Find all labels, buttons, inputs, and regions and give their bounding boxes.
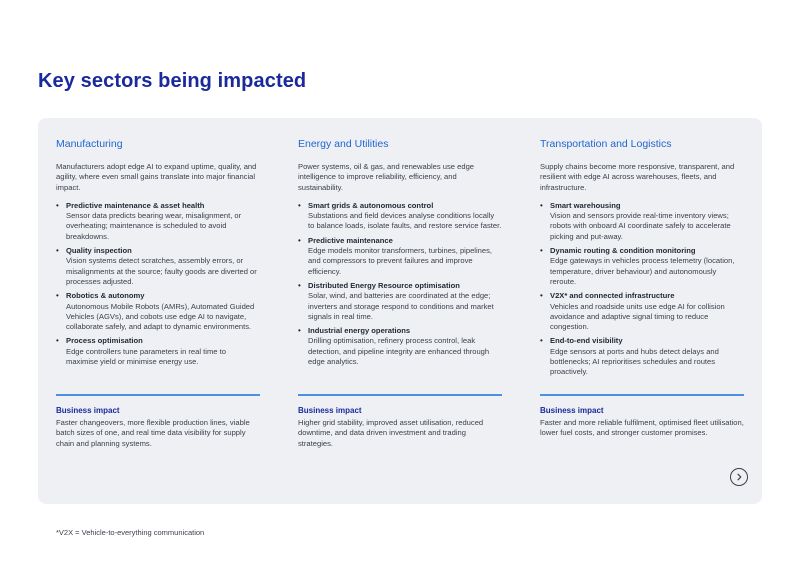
sector-column-energy: Energy and Utilities Power systems, oil … xyxy=(298,136,502,371)
use-case-title: Industrial energy operations xyxy=(308,326,411,336)
list-item: Smart grids & autonomous controlSubstati… xyxy=(298,201,502,232)
list-item: V2X* and connected infrastructureVehicle… xyxy=(540,291,744,332)
use-case-title: Distributed Energy Resource optimisation xyxy=(308,280,460,290)
use-case-description: Solar, wind, and batteries are coordinat… xyxy=(308,291,494,321)
use-case-title: Process optimisation xyxy=(66,336,143,346)
use-case-description: Vision and sensors provide real-time inv… xyxy=(550,211,731,241)
section-divider xyxy=(540,394,744,396)
section-divider xyxy=(56,394,260,396)
list-item: Dynamic routing & condition monitoringEd… xyxy=(540,246,744,287)
sector-intro: Manufacturers adopt edge AI to expand up… xyxy=(56,162,257,192)
page-title: Key sectors being impacted xyxy=(38,70,307,92)
use-case-title: Smart warehousing xyxy=(550,200,621,210)
use-case-list: Smart grids & autonomous controlSubstati… xyxy=(298,201,502,367)
chevron-right-icon xyxy=(737,473,742,481)
footnote: *V2X = Vehicle-to-everything communicati… xyxy=(56,528,205,537)
use-case-title: Robotics & autonomy xyxy=(66,291,145,301)
sector-column-transportation: Transportation and Logistics Supply chai… xyxy=(540,136,744,382)
sector-heading: Manufacturing xyxy=(56,138,123,150)
use-case-title: Smart grids & autonomous control xyxy=(308,200,434,210)
list-item: Distributed Energy Resource optimisation… xyxy=(298,281,502,322)
use-case-list: Predictive maintenance & asset healthSen… xyxy=(56,201,260,367)
sector-intro: Power systems, oil & gas, and renewables… xyxy=(298,162,475,192)
use-case-description: Substations and field devices analyse co… xyxy=(308,211,502,231)
sector-column-manufacturing: Manufacturing Manufacturers adopt edge A… xyxy=(56,136,260,371)
business-impact-label: Business impact xyxy=(56,406,120,415)
list-item: Predictive maintenance & asset healthSen… xyxy=(56,201,260,242)
sectors-panel: Manufacturing Manufacturers adopt edge A… xyxy=(38,118,762,504)
sector-heading: Transportation and Logistics xyxy=(540,138,672,150)
business-impact-label: Business impact xyxy=(540,406,604,415)
business-impact-text: Higher grid stability, improved asset ut… xyxy=(298,418,484,448)
use-case-description: Edge gateways in vehicles process teleme… xyxy=(550,256,735,286)
business-impact-energy: Business impact Higher grid stability, i… xyxy=(298,406,502,449)
use-case-title: Predictive maintenance xyxy=(308,235,393,245)
business-impact-text: Faster changeovers, more flexible produc… xyxy=(56,418,250,448)
section-divider xyxy=(298,394,502,396)
use-case-description: Edge controllers tune parameters in real… xyxy=(66,346,226,367)
use-case-description: Edge sensors at ports and hubs detect de… xyxy=(550,346,719,377)
sector-intro: Supply chains become more responsive, tr… xyxy=(540,162,735,192)
business-impact-transportation: Business impact Faster and more reliable… xyxy=(540,406,744,439)
use-case-title: Dynamic routing & condition monitoring xyxy=(550,246,696,256)
use-case-description: Edge models monitor transformers, turbin… xyxy=(308,246,493,276)
use-case-description: Drilling optimisation, refinery process … xyxy=(308,336,490,367)
use-case-description: Sensor data predicts bearing wear, misal… xyxy=(66,211,242,241)
business-impact-label: Business impact xyxy=(298,406,362,415)
use-case-title: Quality inspection xyxy=(66,246,132,256)
use-case-description: Autonomous Mobile Robots (AMRs), Automat… xyxy=(66,301,255,332)
use-case-title: V2X* and connected infrastructure xyxy=(550,291,675,301)
use-case-description: Vision systems detect scratches, assembl… xyxy=(66,256,257,286)
use-case-description: Vehicles and roadside units use edge AI … xyxy=(550,301,725,332)
sector-heading: Energy and Utilities xyxy=(298,138,389,150)
next-page-button[interactable] xyxy=(730,468,748,486)
business-impact-manufacturing: Business impact Faster changeovers, more… xyxy=(56,406,260,449)
use-case-title: End-to-end visibility xyxy=(550,336,623,346)
business-impact-text: Faster and more reliable fulfilment, opt… xyxy=(540,418,744,438)
use-case-title: Predictive maintenance & asset health xyxy=(66,200,205,210)
